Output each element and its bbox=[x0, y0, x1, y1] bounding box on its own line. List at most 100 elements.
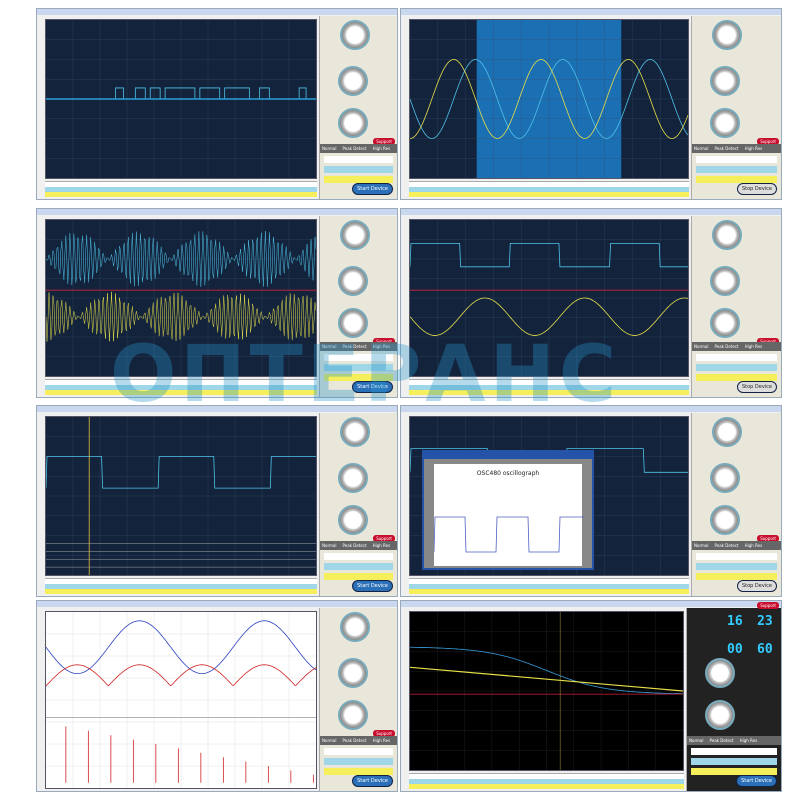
plot-area[interactable] bbox=[45, 416, 317, 576]
ch1-slider[interactable] bbox=[324, 166, 393, 173]
acq-mode-2[interactable]: High Res bbox=[372, 543, 391, 548]
acq-mode-0[interactable]: Normal bbox=[322, 146, 337, 151]
acq-mode-1[interactable]: Peak Detect bbox=[342, 344, 367, 349]
ch2-slider[interactable] bbox=[696, 374, 777, 381]
window-titlebar[interactable] bbox=[37, 406, 397, 412]
plot-area[interactable] bbox=[409, 611, 684, 771]
timebase-knob[interactable] bbox=[712, 417, 742, 447]
ch2-volts-knob[interactable] bbox=[338, 308, 368, 338]
ch1-volts-knob[interactable] bbox=[710, 266, 740, 296]
acq-mode-1[interactable]: Peak Detect bbox=[714, 344, 739, 349]
timebase-knob[interactable] bbox=[340, 612, 370, 642]
plot-area[interactable] bbox=[45, 611, 317, 789]
ch1-slider[interactable] bbox=[324, 758, 393, 765]
window-titlebar[interactable] bbox=[37, 9, 397, 15]
acq-mode-1[interactable]: Peak Detect bbox=[342, 146, 367, 151]
timebase-knob[interactable] bbox=[712, 20, 742, 50]
stop-device-button[interactable]: Stop Device bbox=[736, 381, 777, 393]
ch2-volts-knob[interactable] bbox=[710, 505, 740, 535]
ch2-volts-knob[interactable] bbox=[338, 505, 368, 535]
ch1-volts-knob[interactable] bbox=[710, 66, 740, 96]
acq-mode-2[interactable]: High Res bbox=[372, 344, 391, 349]
ch1-slider[interactable] bbox=[324, 563, 393, 570]
acq-mode-0[interactable]: Normal bbox=[322, 738, 337, 743]
ch2-slider[interactable] bbox=[324, 768, 393, 775]
acq-mode-2[interactable]: High Res bbox=[744, 146, 763, 151]
ch2-volts-knob[interactable] bbox=[338, 700, 368, 730]
ch2-volts-knob[interactable] bbox=[705, 700, 735, 730]
start-device-button[interactable]: Start Device bbox=[352, 580, 393, 592]
offset-slider[interactable] bbox=[696, 553, 777, 560]
timebase-knob[interactable] bbox=[340, 220, 370, 250]
ch2-slider[interactable] bbox=[324, 374, 393, 381]
acq-mode-0[interactable]: Normal bbox=[694, 146, 709, 151]
window-titlebar[interactable] bbox=[401, 406, 781, 412]
plot-area[interactable] bbox=[409, 219, 689, 377]
support-button[interactable]: Support bbox=[373, 730, 395, 737]
support-button[interactable]: Support bbox=[373, 338, 395, 345]
ch2-slider[interactable] bbox=[324, 176, 393, 183]
ch1-volts-knob[interactable] bbox=[710, 463, 740, 493]
offset-slider[interactable] bbox=[696, 156, 777, 163]
stop-device-button[interactable]: Stop Device bbox=[736, 580, 777, 592]
ch1-slider[interactable] bbox=[324, 364, 393, 371]
plot-area[interactable] bbox=[45, 219, 317, 377]
stop-device-button[interactable]: Stop Device bbox=[736, 183, 777, 195]
start-device-button[interactable]: Start Device bbox=[352, 775, 393, 787]
window-titlebar[interactable] bbox=[401, 9, 781, 15]
timebase-knob[interactable] bbox=[340, 417, 370, 447]
support-button[interactable]: Support bbox=[757, 338, 779, 345]
ch1-volts-knob[interactable] bbox=[338, 66, 368, 96]
ch1-volts-knob[interactable] bbox=[338, 463, 368, 493]
acq-mode-0[interactable]: Normal bbox=[322, 344, 337, 349]
acq-mode-1[interactable]: Peak Detect bbox=[709, 738, 734, 743]
window-titlebar[interactable] bbox=[401, 209, 781, 215]
ch1-slider[interactable] bbox=[696, 563, 777, 570]
acq-mode-2[interactable]: High Res bbox=[372, 738, 391, 743]
acq-mode-0[interactable]: Normal bbox=[322, 543, 337, 548]
acq-mode-0[interactable]: Normal bbox=[694, 344, 709, 349]
ch2-slider[interactable] bbox=[696, 176, 777, 183]
ch2-slider[interactable] bbox=[691, 768, 777, 775]
acq-mode-1[interactable]: Peak Detect bbox=[342, 738, 367, 743]
plot-area[interactable] bbox=[45, 19, 317, 179]
offset-slider[interactable] bbox=[324, 553, 393, 560]
timebase-knob[interactable] bbox=[340, 20, 370, 50]
acq-mode-1[interactable]: Peak Detect bbox=[714, 146, 739, 151]
ch2-slider[interactable] bbox=[696, 573, 777, 580]
offset-slider[interactable] bbox=[324, 748, 393, 755]
window-titlebar[interactable] bbox=[37, 209, 397, 215]
support-button[interactable]: Support bbox=[757, 535, 779, 542]
start-device-button[interactable]: Start Device bbox=[736, 775, 777, 787]
acq-mode-0[interactable]: Normal bbox=[694, 543, 709, 548]
acq-mode-0[interactable]: Normal bbox=[689, 738, 704, 743]
timebase-knob[interactable] bbox=[712, 220, 742, 250]
ch1-slider[interactable] bbox=[691, 758, 777, 765]
ch1-slider[interactable] bbox=[696, 166, 777, 173]
offset-slider[interactable] bbox=[696, 354, 777, 361]
window-titlebar[interactable] bbox=[401, 601, 781, 607]
support-button[interactable]: Support bbox=[757, 138, 779, 145]
acq-mode-2[interactable]: High Res bbox=[739, 738, 758, 743]
acq-mode-2[interactable]: High Res bbox=[744, 344, 763, 349]
offset-slider[interactable] bbox=[324, 354, 393, 361]
ch1-volts-knob[interactable] bbox=[338, 266, 368, 296]
offset-slider[interactable] bbox=[324, 156, 393, 163]
ch2-volts-knob[interactable] bbox=[710, 108, 740, 138]
acq-mode-2[interactable]: High Res bbox=[372, 146, 391, 151]
ch1-volts-knob[interactable] bbox=[338, 658, 368, 688]
start-device-button[interactable]: Start Device bbox=[352, 183, 393, 195]
ch1-slider[interactable] bbox=[696, 364, 777, 371]
ch1-volts-knob[interactable] bbox=[705, 658, 735, 688]
plot-area[interactable] bbox=[409, 19, 689, 179]
acq-mode-2[interactable]: High Res bbox=[744, 543, 763, 548]
ch2-slider[interactable] bbox=[324, 573, 393, 580]
acq-mode-1[interactable]: Peak Detect bbox=[342, 543, 367, 548]
acq-mode-1[interactable]: Peak Detect bbox=[714, 543, 739, 548]
offset-slider[interactable] bbox=[691, 748, 777, 755]
ch2-volts-knob[interactable] bbox=[338, 108, 368, 138]
support-button[interactable]: Support bbox=[757, 602, 779, 609]
ch2-volts-knob[interactable] bbox=[710, 308, 740, 338]
support-button[interactable]: Support bbox=[373, 138, 395, 145]
preview-titlebar[interactable] bbox=[424, 452, 592, 459]
